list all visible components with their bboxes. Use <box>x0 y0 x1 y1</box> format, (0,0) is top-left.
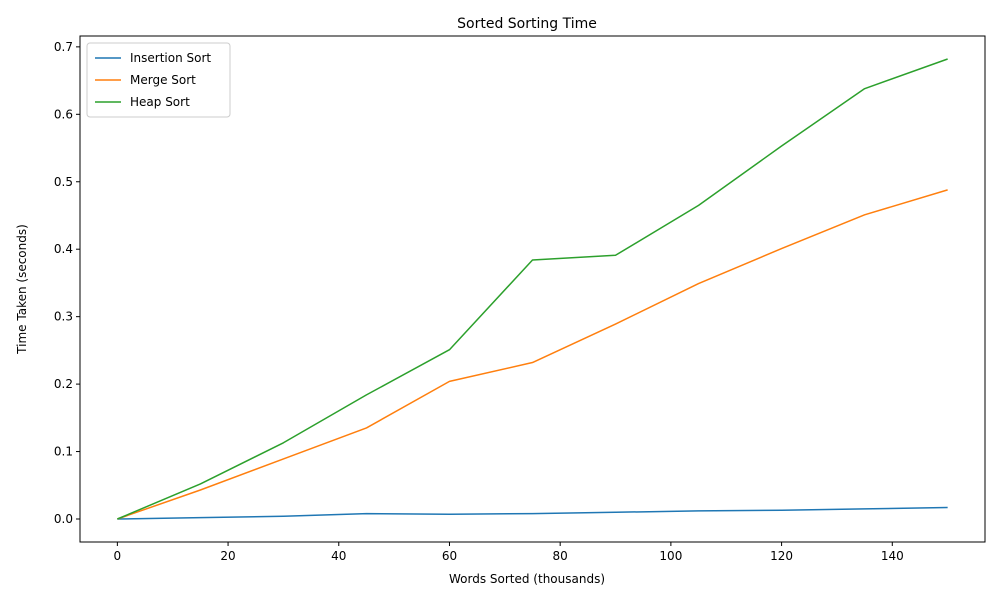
legend-label: Insertion Sort <box>130 51 211 65</box>
chart-title: Sorted Sorting Time <box>457 16 597 32</box>
series-line-merge-sort <box>117 189 948 520</box>
x-tick-label: 40 <box>331 549 346 563</box>
x-tick-label: 120 <box>770 549 793 563</box>
y-tick-label: 0.1 <box>54 445 73 459</box>
x-tick-label: 0 <box>114 549 122 563</box>
legend-label: Heap Sort <box>130 95 190 109</box>
legend: Insertion Sort Merge Sort Heap Sort <box>86 42 231 118</box>
y-tick-label: 0.4 <box>54 242 73 256</box>
x-axis-ticks: 0 20 40 60 80 100 120 140 <box>114 542 904 563</box>
x-tick-label: 20 <box>220 549 235 563</box>
x-tick-label: 140 <box>881 549 904 563</box>
x-tick-label: 80 <box>553 549 568 563</box>
x-axis-label: Words Sorted (thousands) <box>449 572 605 586</box>
y-tick-label: 0.7 <box>54 40 73 54</box>
series-line-insertion-sort <box>117 506 948 520</box>
x-tick-label: 100 <box>659 549 682 563</box>
y-tick-label: 0.0 <box>54 512 73 526</box>
y-tick-label: 0.6 <box>54 107 73 121</box>
y-axis-label: Time Taken (seconds) <box>15 224 29 355</box>
legend-label: Merge Sort <box>130 73 196 87</box>
y-tick-label: 0.3 <box>54 310 73 324</box>
plot-frame <box>79 35 986 543</box>
legend-box <box>86 42 231 118</box>
y-tick-label: 0.5 <box>54 175 73 189</box>
plot-area <box>80 36 985 542</box>
x-tick-label: 60 <box>442 549 457 563</box>
series-layer <box>117 58 948 520</box>
series-line-heap-sort <box>117 58 948 520</box>
y-axis-ticks: 0.0 0.1 0.2 0.3 0.4 0.5 0.6 0.7 <box>54 40 80 526</box>
y-tick-label: 0.2 <box>54 377 73 391</box>
